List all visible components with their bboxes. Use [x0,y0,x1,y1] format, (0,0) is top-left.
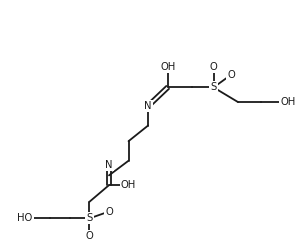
Text: O: O [227,70,235,80]
Text: O: O [210,62,217,72]
Text: S: S [86,213,92,223]
Text: OH: OH [121,180,136,190]
Text: N: N [144,101,152,111]
Text: O: O [85,231,93,241]
Text: HO: HO [18,213,33,223]
Text: OH: OH [160,62,175,72]
Text: S: S [210,82,217,92]
Text: OH: OH [280,97,295,107]
Text: N: N [105,160,113,170]
Text: O: O [105,207,113,217]
